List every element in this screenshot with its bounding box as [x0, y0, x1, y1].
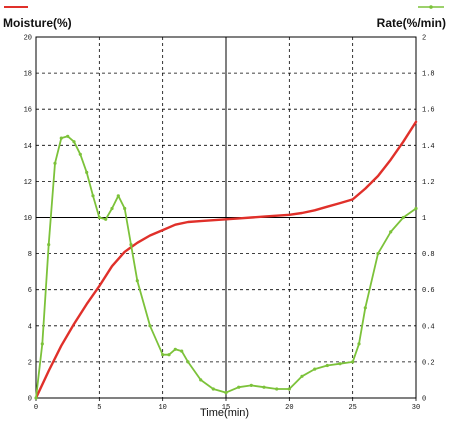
y-right-tick-label: 0.4	[422, 323, 435, 331]
rate-data-point	[66, 134, 70, 138]
rate-data-point	[129, 243, 133, 247]
rate-data-point	[135, 279, 139, 283]
rate-data-point	[376, 252, 380, 256]
y-right-tick-label: 0.6	[422, 287, 435, 295]
rate-data-point	[237, 385, 241, 389]
rate-data-point	[249, 383, 253, 387]
rate-data-point	[180, 349, 184, 353]
rate-data-point	[40, 342, 44, 346]
legend	[4, 5, 444, 9]
rate-data-point	[224, 391, 228, 395]
rate-data-point	[85, 170, 89, 174]
rate-data-point	[313, 367, 317, 371]
rate-data-point	[199, 378, 203, 382]
y-right-axis-label: Rate(%/min)	[376, 16, 446, 30]
y-left-tick-label: 8	[28, 251, 32, 259]
rate-data-point	[287, 387, 291, 391]
rate-data-point	[148, 324, 152, 328]
rate-data-point	[53, 161, 57, 165]
y-left-tick-label: 6	[28, 287, 32, 295]
rate-data-point	[338, 362, 342, 366]
rate-data-point	[351, 360, 355, 364]
rate-data-point	[167, 353, 171, 357]
y-left-tick-label: 12	[24, 179, 32, 187]
x-axis-label: Time(min)	[200, 407, 250, 419]
rate-data-point	[72, 140, 76, 144]
rate-data-point	[211, 387, 215, 391]
x-tick-label: 10	[158, 404, 166, 412]
rate-data-point	[186, 360, 190, 364]
y-left-tick-label: 2	[28, 359, 32, 367]
rate-data-point	[325, 363, 329, 368]
x-tick-label: 0	[34, 404, 38, 412]
rate-series-line	[35, 135, 417, 399]
y-left-tick-label: 18	[24, 71, 32, 79]
axis-ticks: 0 5 10 15 20 25 300246810121416182000.20.40.60…	[24, 35, 435, 413]
y-left-tick-label: 4	[28, 323, 32, 331]
rate-data-point	[262, 385, 266, 389]
moisture-series-line	[34, 120, 418, 400]
x-tick-label: 5	[97, 404, 101, 412]
rate-data-point	[401, 215, 405, 220]
x-tick-label: 30	[412, 404, 420, 412]
y-right-tick-label: 0	[422, 396, 426, 404]
rate-data-point	[123, 206, 127, 211]
y-right-tick-label: 1.6	[422, 107, 435, 115]
y-left-tick-label: 14	[24, 143, 32, 151]
x-tick-label: 15	[222, 404, 230, 412]
y-right-tick-label: 1.4	[422, 143, 435, 151]
rate-data-point	[34, 396, 38, 400]
rate-data-point	[173, 347, 177, 351]
x-tick-label: 20	[285, 404, 293, 412]
rate-data-point	[59, 136, 63, 140]
legend-rate-marker	[429, 5, 433, 9]
rate-data-point	[116, 194, 120, 198]
rate-data-point	[275, 387, 279, 391]
y-left-tick-label: 10	[24, 215, 32, 223]
rate-data-point	[97, 215, 101, 220]
y-right-tick-label: 1.8	[422, 71, 435, 79]
y-right-tick-label: 0.8	[422, 251, 435, 259]
rate-data-point	[78, 152, 82, 156]
x-tick-label: 25	[348, 404, 356, 412]
rate-data-point	[357, 342, 361, 346]
y-right-tick-label: 0.2	[422, 359, 435, 367]
rate-data-point	[300, 374, 304, 378]
y-left-tick-label: 16	[24, 107, 32, 115]
y-right-tick-label: 1	[422, 215, 426, 223]
rate-data-point	[363, 306, 367, 310]
rate-data-point	[47, 243, 51, 247]
rate-data-point	[389, 230, 393, 234]
rate-data-point	[104, 217, 108, 221]
rate-data-point	[161, 353, 165, 357]
y-left-tick-label: 20	[24, 35, 32, 43]
y-right-tick-label: 2	[422, 35, 426, 43]
rate-data-point	[91, 194, 95, 198]
rate-data-point	[414, 206, 418, 211]
y-left-tick-label: 0	[28, 396, 32, 404]
series-group	[34, 120, 418, 400]
y-left-axis-label: Moisture(%)	[3, 16, 72, 30]
y-right-tick-label: 1.2	[422, 179, 435, 187]
rate-data-point	[110, 206, 114, 211]
